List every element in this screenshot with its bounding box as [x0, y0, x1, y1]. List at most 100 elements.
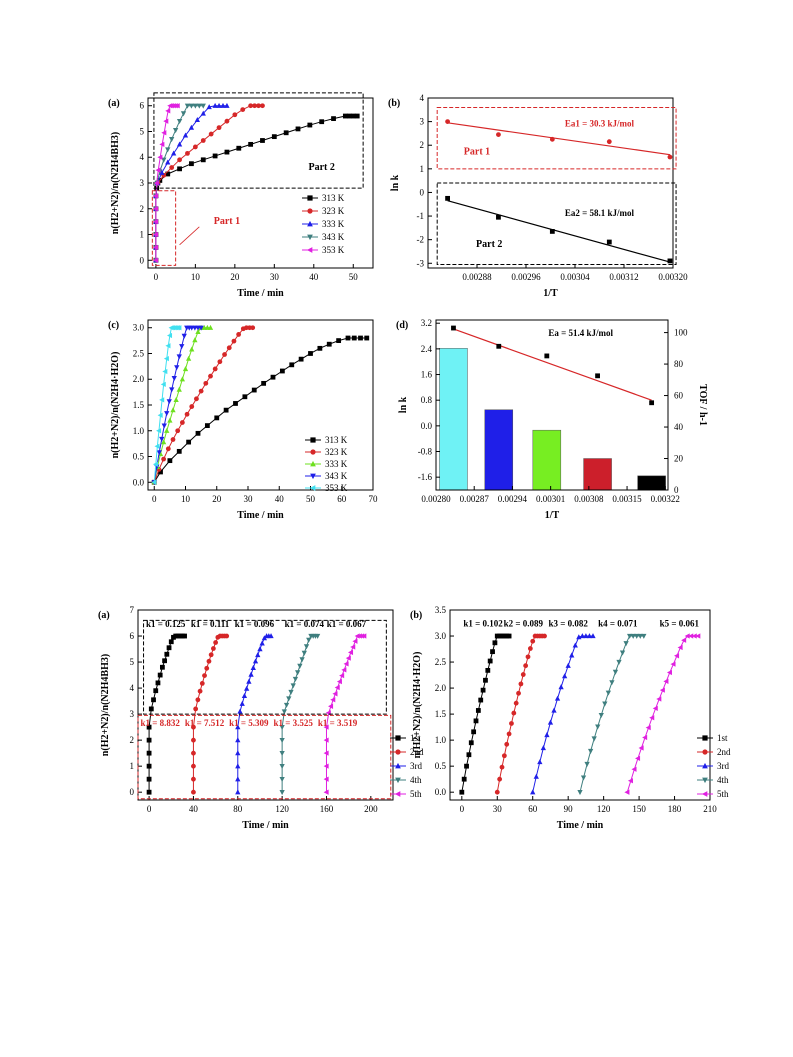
y-axis-label: ln k — [390, 174, 401, 191]
data-point — [251, 387, 257, 393]
legend-label: 1st — [410, 733, 421, 743]
annotation-part1: Part 1 — [464, 147, 490, 158]
annotation-part1: Part 1 — [214, 216, 240, 227]
data-point — [681, 637, 687, 643]
data-point — [649, 400, 655, 406]
data-point — [214, 415, 220, 421]
data-point — [151, 479, 157, 485]
data-point — [163, 118, 169, 124]
data-point — [642, 734, 648, 741]
legend-marker — [310, 473, 316, 480]
data-point — [212, 153, 218, 159]
data-point — [248, 671, 254, 677]
data-point — [307, 122, 313, 128]
data-point — [189, 161, 194, 167]
x-axis-label: 1/T — [545, 510, 560, 521]
data-point — [200, 157, 206, 163]
data-point — [239, 700, 245, 706]
data-point — [153, 244, 159, 251]
data-point — [197, 688, 203, 694]
tof-bar — [439, 348, 468, 491]
data-point — [341, 667, 347, 673]
legend-marker — [310, 437, 316, 443]
y-tick-label: 1.6 — [421, 370, 433, 380]
data-point — [496, 214, 501, 220]
data-point — [252, 658, 259, 664]
data-point — [182, 633, 187, 639]
data-point — [279, 777, 285, 783]
data-point — [198, 325, 204, 331]
legend-marker — [395, 762, 401, 769]
data-point — [286, 696, 292, 702]
data-point — [513, 700, 519, 706]
data-point — [179, 344, 185, 350]
x-tick-label: 150 — [632, 804, 646, 814]
data-point — [595, 373, 600, 379]
chart-svg: 0 30 60 90 120 150 180 210 0.0 0.5 1.0 1.5 2.0 2.5 3.0… — [410, 605, 731, 831]
x-tick-label: 30 — [244, 494, 254, 504]
data-point — [606, 139, 612, 145]
data-point — [199, 680, 205, 686]
legend-marker — [702, 762, 708, 769]
y-tick-label: 1.5 — [133, 400, 145, 410]
y-axis-label: n(H2+N2)/n(N2H4·H2O) — [110, 352, 121, 459]
annotation-part2: Part 2 — [476, 239, 502, 250]
data-point — [204, 423, 210, 429]
data-point — [166, 645, 172, 651]
y-tick-label: 5 — [130, 657, 135, 667]
data-point — [170, 437, 176, 442]
data-point — [153, 180, 159, 186]
data-point — [334, 684, 340, 691]
legend-marker — [395, 749, 401, 755]
data-point — [283, 130, 289, 136]
data-point — [175, 428, 181, 434]
data-point — [198, 388, 204, 394]
data-point — [565, 662, 571, 668]
data-point — [210, 646, 216, 651]
data-point — [630, 633, 636, 639]
data-point — [161, 423, 167, 429]
data-point — [224, 633, 230, 639]
data-point — [153, 231, 159, 238]
data-point — [336, 338, 342, 344]
y-tick-label: 1 — [420, 164, 425, 174]
x-tick-label: 0 — [152, 494, 157, 504]
data-point — [206, 104, 212, 110]
data-point — [279, 737, 285, 744]
tof-bar — [484, 409, 514, 491]
data-point — [319, 119, 325, 125]
data-point — [174, 365, 180, 371]
data-point — [292, 676, 299, 682]
data-point — [577, 790, 583, 796]
data-point — [167, 417, 173, 423]
data-point — [475, 708, 481, 713]
data-point — [166, 399, 172, 405]
y-tick-label: 3 — [140, 178, 145, 188]
legend-marker — [702, 749, 708, 755]
legend-marker — [307, 195, 313, 201]
data-point — [547, 719, 554, 725]
data-point — [656, 696, 662, 702]
data-point — [195, 328, 201, 335]
data-point — [259, 640, 265, 646]
x-tick-label: 50 — [306, 494, 316, 504]
data-point — [152, 461, 158, 467]
data-point — [623, 641, 629, 647]
data-point — [268, 633, 274, 639]
data-point — [579, 633, 586, 639]
data-point — [492, 640, 498, 646]
data-point — [194, 117, 200, 123]
data-point — [306, 637, 312, 643]
data-point — [516, 690, 521, 696]
data-point — [235, 763, 241, 769]
data-point — [468, 740, 474, 746]
data-point — [250, 325, 256, 331]
data-point — [271, 134, 277, 140]
legend-marker — [702, 777, 708, 784]
x-tick-label: 50 — [349, 272, 359, 282]
data-point — [595, 724, 601, 730]
data-point — [159, 664, 165, 670]
data-point — [290, 683, 296, 689]
y2-tick-label: 80 — [674, 359, 684, 369]
data-point — [241, 693, 248, 699]
